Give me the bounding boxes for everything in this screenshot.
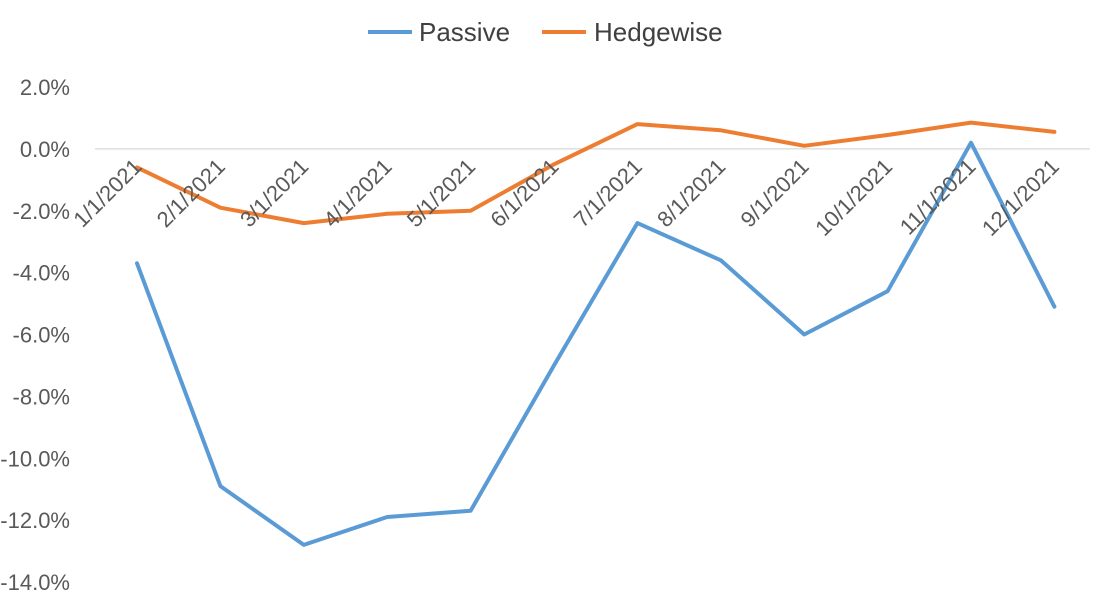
legend-item-hedgewise: Hedgewise — [542, 17, 723, 47]
x-tick-label: 6/1/2021 — [485, 154, 563, 232]
y-tick-label: -2.0% — [13, 199, 70, 224]
y-axis: 2.0% 0.0% -2.0% -4.0% -6.0% -8.0% -10.0% -12.0%… — [0, 75, 70, 595]
series-lines — [135, 120, 1057, 547]
y-tick-label: -10.0% — [0, 446, 70, 471]
legend-item-passive: Passive — [368, 17, 510, 47]
x-tick-label: 9/1/2021 — [736, 154, 814, 232]
series-line-hedgewise — [135, 120, 1057, 226]
x-tick-label: 11/1/2021 — [895, 154, 981, 240]
x-axis: 1/1/2021 2/1/2021 3/1/2021 4/1/2021 5/1/2021… — [68, 154, 1064, 241]
x-tick-label: 4/1/2021 — [319, 154, 397, 232]
legend-label: Hedgewise — [594, 17, 723, 47]
y-tick-label: -14.0% — [0, 570, 70, 595]
y-tick-label: 0.0% — [20, 137, 70, 162]
x-tick-label: 5/1/2021 — [402, 154, 480, 232]
x-tick-label: 3/1/2021 — [235, 154, 313, 232]
y-tick-label: -8.0% — [13, 384, 70, 409]
x-tick-label: 1/1/2021 — [68, 154, 146, 232]
series-line-passive — [135, 140, 1057, 547]
y-tick-label: 2.0% — [20, 75, 70, 100]
legend: Passive Hedgewise — [368, 17, 723, 47]
y-tick-label: -12.0% — [0, 508, 70, 533]
x-tick-label: 10/1/2021 — [810, 154, 897, 241]
y-tick-label: -4.0% — [13, 261, 70, 286]
x-tick-label: 12/1/2021 — [977, 154, 1064, 241]
x-tick-label: 8/1/2021 — [652, 154, 730, 232]
y-tick-label: -6.0% — [13, 323, 70, 348]
legend-label: Passive — [419, 17, 510, 47]
x-tick-label: 2/1/2021 — [152, 154, 230, 232]
x-tick-label: 7/1/2021 — [569, 154, 647, 232]
